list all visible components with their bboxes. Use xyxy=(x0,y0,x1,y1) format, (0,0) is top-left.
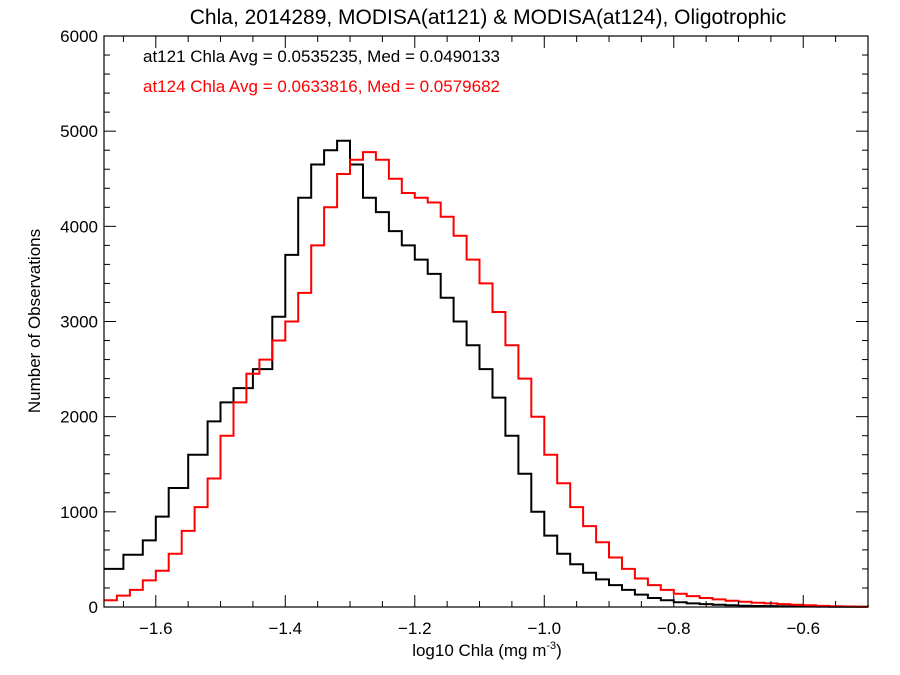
y-tick-label: 6000 xyxy=(60,27,98,46)
plot-area: −1.6 −1.4 −1.2 −1.0 −0.8 −0.6 0 1000 2000 3000 400… xyxy=(60,27,869,638)
y-tick-label: 0 xyxy=(89,598,98,617)
x-axis-label: log10 Chla (mg m-3) xyxy=(412,640,562,660)
series-1-step-line xyxy=(104,151,869,608)
y-tick-label: 5000 xyxy=(60,122,98,141)
x-axis-label-superscript: -3 xyxy=(546,640,556,652)
x-tick-label: −1.0 xyxy=(527,619,561,638)
x-tick-label: −0.6 xyxy=(786,619,820,638)
y-tick-label: 1000 xyxy=(60,503,98,522)
annotation-at121: at121 Chla Avg = 0.0535235, Med = 0.0490… xyxy=(143,47,500,66)
y-tick-label: 3000 xyxy=(60,313,98,332)
annotation-at124: at124 Chla Avg = 0.0633816, Med = 0.0579… xyxy=(143,77,500,96)
x-tick-label: −1.2 xyxy=(398,619,432,638)
x-axis-label-close: ) xyxy=(556,641,562,660)
y-tick-label: 4000 xyxy=(60,217,98,236)
x-axis-label-main: log10 Chla (mg m xyxy=(412,641,546,660)
x-tick-label: −0.8 xyxy=(657,619,691,638)
series-0-step-line xyxy=(104,139,869,608)
y-tick-label: 2000 xyxy=(60,408,98,427)
x-tick-label: −1.4 xyxy=(269,619,303,638)
y-axis-label: Number of Observations xyxy=(25,229,44,413)
plot-frame xyxy=(103,35,869,608)
chart-title: Chla, 2014289, MODISA(at121) & MODISA(at… xyxy=(190,6,786,29)
x-tick-label: −1.6 xyxy=(139,619,173,638)
